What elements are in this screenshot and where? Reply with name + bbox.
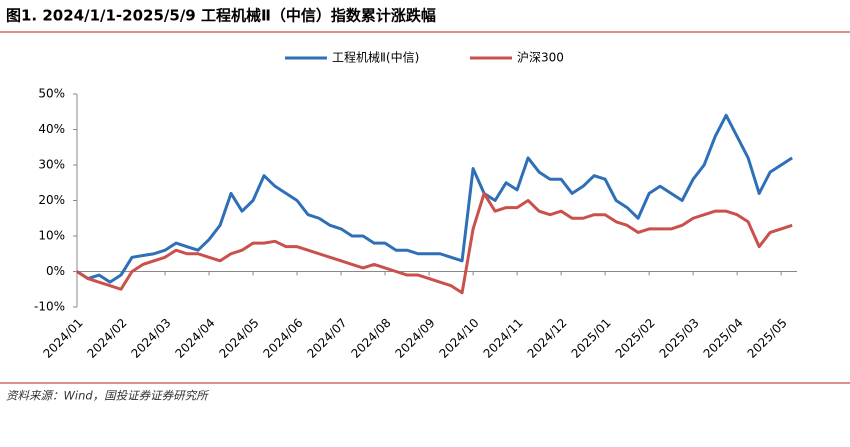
x-tick-label: 2024/01: [40, 316, 85, 361]
x-tick-label: 2024/10: [437, 316, 482, 361]
legend-label: 沪深300: [517, 51, 564, 65]
y-tick-label: -10%: [34, 300, 65, 314]
x-tick-label: 2024/08: [349, 316, 394, 361]
x-tick-label: 2024/04: [172, 316, 217, 361]
x-tick-label: 2024/06: [260, 316, 305, 361]
x-tick-label: 2025/04: [701, 316, 746, 361]
series-line: [76, 113, 793, 284]
x-tick-label: 2024/05: [216, 316, 261, 361]
y-tick-label: 50%: [38, 87, 65, 101]
x-tick-label: 2024/12: [525, 316, 570, 361]
x-tick-label: 2024/02: [84, 316, 129, 361]
y-tick-label: 10%: [38, 229, 65, 243]
x-tick-label: 2025/01: [569, 316, 614, 361]
legend-label: 工程机械Ⅱ(中信): [332, 50, 419, 65]
y-tick-label: 40%: [38, 122, 65, 136]
y-tick-label: 20%: [38, 193, 65, 207]
source: 资料来源：Wind，国投证券证券研究所: [6, 389, 209, 403]
x-tick-label: 2025/05: [745, 316, 790, 361]
x-tick-label: 2024/11: [481, 316, 526, 361]
y-tick-label: 30%: [38, 158, 65, 172]
series-line: [76, 191, 793, 295]
x-tick-label: 2024/03: [128, 316, 173, 361]
x-tick-label: 2025/03: [657, 316, 702, 361]
chart-title: 图1. 2024/1/1-2025/5/9 工程机械Ⅱ（中信）指数累计涨跌幅: [6, 7, 436, 25]
y-tick-label: 0%: [46, 264, 65, 278]
x-tick-label: 2024/09: [393, 316, 438, 361]
x-tick-label: 2025/02: [613, 316, 658, 361]
x-tick-label: 2024/07: [304, 316, 349, 361]
